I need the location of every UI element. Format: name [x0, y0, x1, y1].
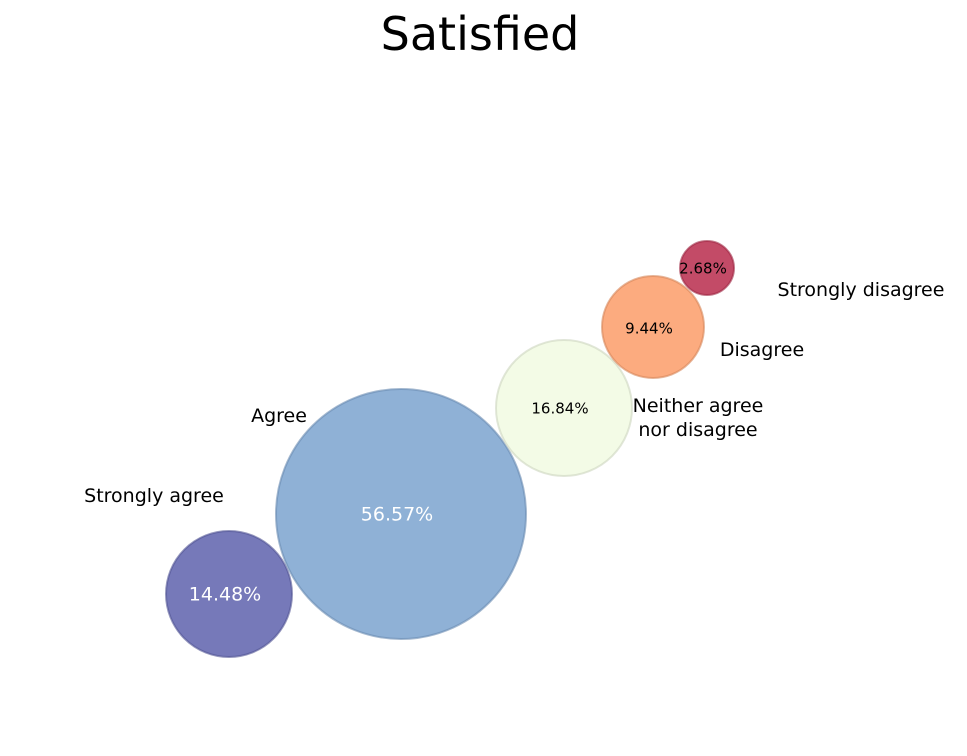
bubble-2	[495, 339, 633, 477]
bubble-value-label-2: 16.84%	[531, 400, 588, 418]
bubble-value-label-0: 14.48%	[189, 584, 261, 606]
bubble-4	[679, 240, 735, 296]
bubble-category-label-1: Agree	[251, 405, 307, 427]
bubble-category-label-4: Strongly disagree	[778, 279, 945, 301]
bubble-3	[601, 275, 705, 379]
bubble-category-label-2: Neither agree nor disagree	[633, 395, 764, 441]
bubble-value-label-1: 56.57%	[361, 504, 433, 526]
bubble-category-label-3: Disagree	[720, 339, 804, 361]
bubble-value-label-4: 2.68%	[679, 260, 727, 278]
bubble-value-label-3: 9.44%	[625, 320, 673, 338]
chart-title: Satisfied	[381, 7, 580, 61]
bubble-1	[275, 388, 527, 640]
bubbles-group: 14.48% Strongly agree 56.57% Agree 16.84% Nei…	[84, 240, 945, 658]
bubble-0	[165, 530, 293, 658]
bubble-category-label-0: Strongly agree	[84, 485, 224, 507]
